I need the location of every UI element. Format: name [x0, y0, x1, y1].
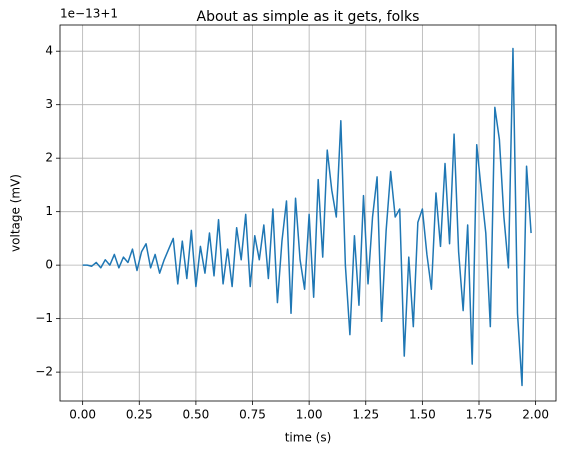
x-tick-label: 2.00: [522, 408, 549, 422]
plot-frame: [59, 24, 557, 402]
y-tick-label: 1: [45, 204, 53, 218]
x-axis-label: time (s): [285, 431, 332, 445]
data-line: [82, 47, 532, 387]
y-offset-text: 1e−13+1: [60, 7, 118, 21]
y-axis-label: voltage (mV): [9, 174, 23, 252]
y-tick-label: 2: [45, 151, 53, 165]
x-tick-label: 1.00: [296, 408, 323, 422]
x-tick-label: 0.25: [126, 408, 153, 422]
x-tick-label: 1.25: [352, 408, 379, 422]
y-tick-label: 3: [45, 97, 53, 111]
x-tick-label: 0.00: [69, 408, 96, 422]
y-tick-label: 4: [45, 44, 53, 58]
y-tick-label: −2: [35, 365, 53, 379]
x-tick-label: 0.75: [239, 408, 266, 422]
x-tick-label: 0.50: [183, 408, 210, 422]
x-tick-label: 1.75: [466, 408, 493, 422]
chart-title: About as simple as it gets, folks: [197, 9, 420, 25]
x-tick-label: 1.50: [409, 408, 436, 422]
y-tick-label: −1: [35, 311, 53, 325]
y-tick-label: 0: [45, 258, 53, 272]
